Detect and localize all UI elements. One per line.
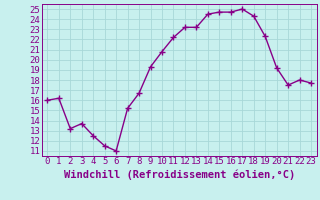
X-axis label: Windchill (Refroidissement éolien,°C): Windchill (Refroidissement éolien,°C)	[64, 169, 295, 180]
